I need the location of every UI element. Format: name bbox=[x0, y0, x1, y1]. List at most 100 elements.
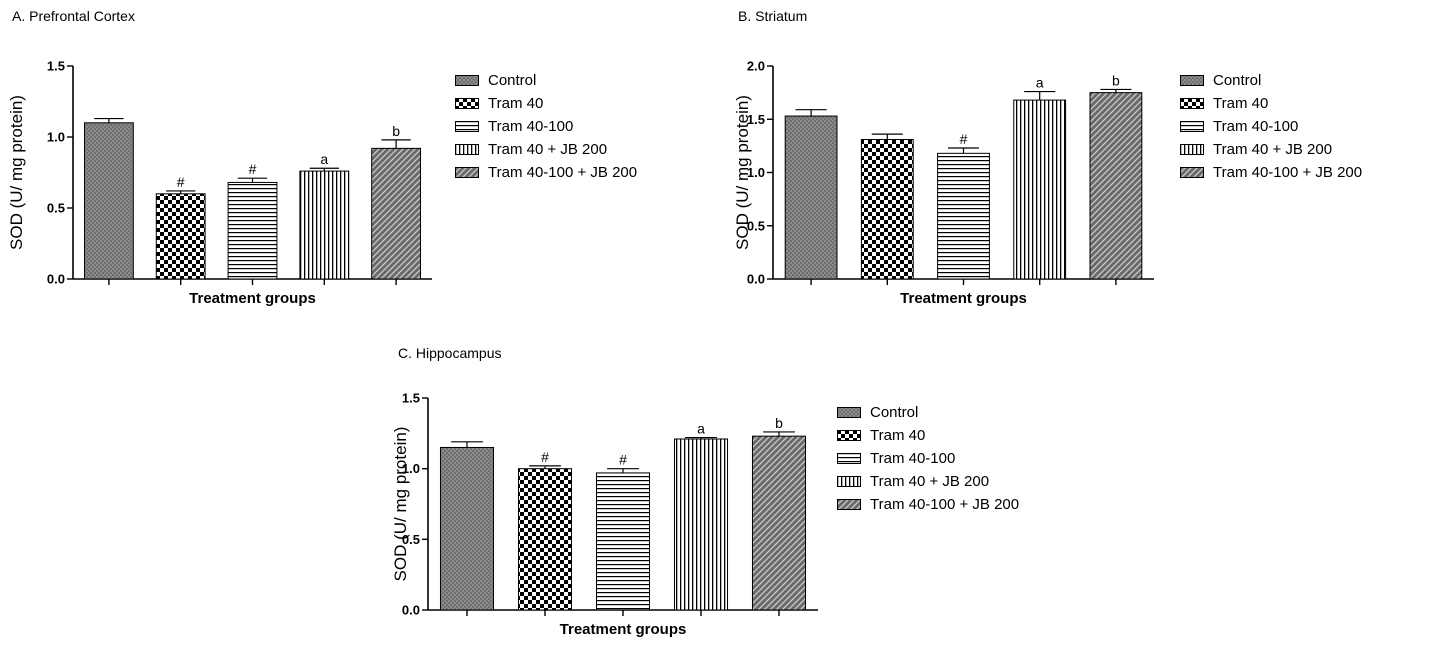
significance-label: # bbox=[619, 452, 627, 468]
bar-tram40 bbox=[517, 468, 573, 611]
legend-label: Control bbox=[488, 72, 537, 89]
legend-striatum: Control Tram 40 Tram 40-100 Tram 40 + JB… bbox=[1180, 69, 1362, 184]
legend-swatch-tram40-100-jb200 bbox=[455, 167, 479, 178]
legend-item: Tram 40 bbox=[1180, 92, 1362, 115]
y-tick-label: 0.5 bbox=[747, 218, 765, 233]
bar-tram40-100-jb200 bbox=[1089, 92, 1143, 280]
legend-item: Tram 40 bbox=[837, 424, 1019, 447]
legend-item: Control bbox=[837, 401, 1019, 424]
y-axis-title: SOD (U/ mg protein) bbox=[733, 95, 752, 250]
y-tick-label: 1.5 bbox=[402, 391, 420, 406]
legend-item: Tram 40 + JB 200 bbox=[837, 470, 1019, 493]
significance-label: # bbox=[177, 174, 185, 190]
legend-swatch-tram40-100 bbox=[1180, 121, 1204, 132]
significance-label: a bbox=[1036, 75, 1044, 91]
bar-tram40 bbox=[860, 138, 914, 280]
legend-label: Tram 40 bbox=[1213, 95, 1269, 112]
legend-item: Control bbox=[1180, 69, 1362, 92]
y-axis-title: SOD (U/ mg protein) bbox=[391, 427, 410, 582]
x-axis-title: Treatment groups bbox=[560, 621, 687, 638]
significance-label: b bbox=[1112, 72, 1120, 88]
legend-swatch-tram40-100-jb200 bbox=[1180, 167, 1204, 178]
y-tick-label: 0.0 bbox=[747, 272, 765, 287]
x-axis-title: Treatment groups bbox=[900, 290, 1027, 307]
y-tick-label: 0.0 bbox=[402, 603, 420, 618]
legend-swatch-tram40 bbox=[455, 98, 479, 109]
legend-label: Tram 40 + JB 200 bbox=[1213, 141, 1333, 158]
bar-control bbox=[83, 122, 134, 280]
y-axis-title: SOD (U/ mg protein) bbox=[7, 95, 26, 250]
significance-label: # bbox=[960, 131, 968, 147]
legend-label: Tram 40 bbox=[488, 95, 544, 112]
legend-label: Tram 40-100 + JB 200 bbox=[488, 164, 638, 181]
panel-title-striatum: B. Striatum bbox=[738, 8, 808, 24]
legend-swatch-control bbox=[455, 75, 479, 86]
legend-item: Tram 40 + JB 200 bbox=[455, 138, 637, 161]
legend-swatch-tram40-jb200 bbox=[837, 476, 861, 487]
bar-control bbox=[439, 446, 495, 611]
significance-label: a bbox=[697, 421, 705, 437]
panel-title-prefrontal: A. Prefrontal Cortex bbox=[12, 8, 135, 24]
legend-swatch-tram40 bbox=[1180, 98, 1204, 109]
legend-swatch-tram40 bbox=[837, 430, 861, 441]
legend-label: Tram 40-100 bbox=[1213, 118, 1299, 135]
y-tick-label: 2.0 bbox=[747, 59, 765, 74]
bar-tram40-100 bbox=[227, 181, 278, 280]
legend-prefrontal: Control Tram 40 Tram 40-100 Tram 40 + JB… bbox=[455, 69, 637, 184]
legend-item: Tram 40-100 + JB 200 bbox=[1180, 161, 1362, 184]
legend-label: Tram 40 bbox=[870, 427, 926, 444]
legend-item: Tram 40-100 + JB 200 bbox=[837, 493, 1019, 516]
bar-tram40-jb200 bbox=[1013, 99, 1067, 280]
chart-panel-prefrontal: 0.0 0.5 1.0 1.5 # # a b Treatment groups SOD (U/ … bbox=[7, 59, 432, 307]
legend-label: Control bbox=[870, 404, 919, 421]
legend-swatch-tram40-100 bbox=[837, 453, 861, 464]
y-tick-label: 1.0 bbox=[747, 165, 765, 180]
significance-label: b bbox=[775, 415, 783, 431]
legend-item: Tram 40-100 bbox=[455, 115, 637, 138]
legend-label: Tram 40-100 + JB 200 bbox=[870, 496, 1020, 513]
legend-hippocampus: Control Tram 40 Tram 40-100 Tram 40 + JB… bbox=[837, 401, 1019, 516]
legend-swatch-tram40-jb200 bbox=[455, 144, 479, 155]
bar-control bbox=[784, 115, 838, 280]
legend-item: Tram 40-100 + JB 200 bbox=[455, 161, 637, 184]
bar-tram40-jb200 bbox=[673, 438, 729, 611]
legend-swatch-control bbox=[837, 407, 861, 418]
legend-label: Tram 40-100 bbox=[870, 450, 956, 467]
legend-label: Tram 40-100 bbox=[488, 118, 574, 135]
y-tick-label: 1.5 bbox=[747, 112, 765, 127]
bar-tram40-100 bbox=[595, 472, 651, 611]
y-tick-label: 0.5 bbox=[47, 201, 65, 216]
panel-title-hippocampus: C. Hippocampus bbox=[398, 345, 502, 361]
legend-item: Control bbox=[455, 69, 637, 92]
legend-swatch-tram40-jb200 bbox=[1180, 144, 1204, 155]
bar-tram40 bbox=[155, 193, 206, 280]
x-axis-title: Treatment groups bbox=[189, 290, 316, 307]
legend-swatch-tram40-100-jb200 bbox=[837, 499, 861, 510]
legend-label: Control bbox=[1213, 72, 1262, 89]
significance-label: a bbox=[320, 151, 328, 167]
bar-tram40-100 bbox=[937, 152, 990, 280]
significance-label: b bbox=[392, 123, 400, 139]
y-tick-label: 0.5 bbox=[402, 532, 420, 547]
significance-label: # bbox=[249, 161, 257, 177]
significance-label: # bbox=[541, 449, 549, 465]
legend-label: Tram 40 + JB 200 bbox=[488, 141, 608, 158]
legend-item: Tram 40 bbox=[455, 92, 637, 115]
y-tick-label: 1.5 bbox=[47, 59, 65, 74]
bar-tram40-jb200 bbox=[299, 170, 350, 280]
y-tick-label: 0.0 bbox=[47, 272, 65, 287]
bar-tram40-100-jb200 bbox=[751, 435, 807, 611]
legend-item: Tram 40-100 bbox=[1180, 115, 1362, 138]
legend-label: Tram 40 + JB 200 bbox=[870, 473, 990, 490]
chart-panel-hippocampus: 0.0 0.5 1.0 1.5 # # a b Treatment groups SOD (U/ … bbox=[391, 391, 818, 638]
legend-swatch-control bbox=[1180, 75, 1204, 86]
bar-tram40-100-jb200 bbox=[371, 147, 422, 280]
y-tick-label: 1.0 bbox=[402, 461, 420, 476]
legend-swatch-tram40-100 bbox=[455, 121, 479, 132]
legend-label: Tram 40-100 + JB 200 bbox=[1213, 164, 1363, 181]
y-tick-label: 1.0 bbox=[47, 130, 65, 145]
legend-item: Tram 40 + JB 200 bbox=[1180, 138, 1362, 161]
chart-panel-striatum: 0.0 0.5 1.0 1.5 2.0 # a b Treatment groups SOD (U… bbox=[733, 59, 1154, 307]
